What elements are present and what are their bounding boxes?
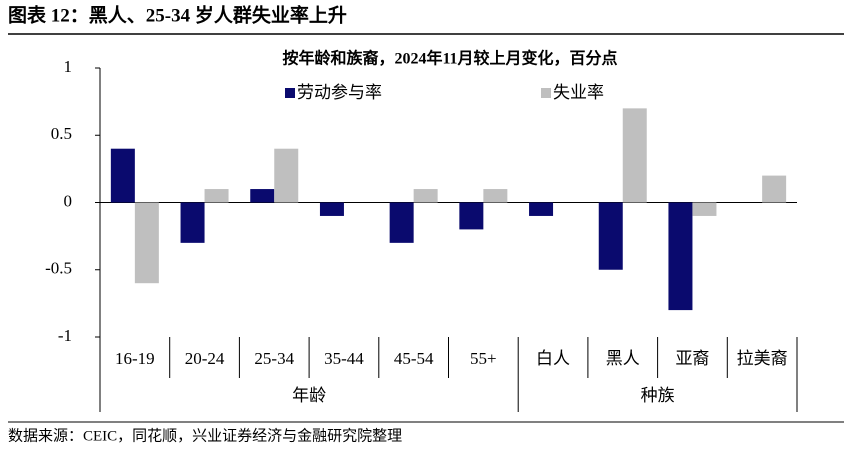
bar bbox=[319, 202, 344, 216]
x-tick-label: 拉美裔 bbox=[737, 349, 788, 368]
x-tick-label: 45-54 bbox=[394, 349, 434, 368]
bar bbox=[529, 202, 554, 216]
bar bbox=[180, 202, 205, 243]
y-tick-label: -1 bbox=[58, 326, 72, 345]
group-label: 种族 bbox=[641, 386, 675, 405]
group-label: 年龄 bbox=[292, 386, 326, 405]
x-tick-label: 20-24 bbox=[185, 349, 225, 368]
x-tick-label: 25-34 bbox=[254, 349, 294, 368]
y-tick-label: 0.5 bbox=[51, 124, 72, 143]
bar bbox=[762, 175, 787, 203]
y-tick-label: 1 bbox=[64, 57, 73, 76]
x-tick-label: 白人 bbox=[536, 349, 570, 368]
bar bbox=[622, 108, 647, 203]
bar bbox=[389, 202, 414, 243]
y-tick-label: 0 bbox=[64, 191, 73, 210]
x-tick-label: 35-44 bbox=[324, 349, 364, 368]
page-title: 图表 12：黑人、25-34 岁人群失业率上升 bbox=[8, 3, 347, 26]
bar bbox=[692, 202, 717, 216]
bar bbox=[274, 148, 299, 203]
legend-swatch bbox=[285, 88, 295, 98]
x-tick-label: 55+ bbox=[470, 349, 497, 368]
bar bbox=[483, 189, 508, 203]
legend-label: 失业率 bbox=[553, 83, 604, 102]
bar bbox=[134, 202, 159, 284]
bar bbox=[250, 189, 275, 203]
bar bbox=[668, 202, 693, 311]
x-tick-label: 亚裔 bbox=[675, 349, 709, 368]
source: 数据来源：CEIC，同花顺，兴业证券经济与金融研究院整理 bbox=[8, 426, 402, 444]
bar bbox=[204, 189, 229, 203]
bar bbox=[459, 202, 484, 230]
y-tick-label: -0.5 bbox=[45, 259, 72, 278]
chart-title: 按年龄和族裔，2024年11月较上月变化，百分点 bbox=[282, 49, 617, 68]
bar bbox=[598, 202, 623, 270]
x-tick-label: 16-19 bbox=[115, 349, 155, 368]
legend-label: 劳动参与率 bbox=[297, 83, 382, 102]
bar bbox=[413, 189, 438, 203]
bar bbox=[110, 148, 135, 203]
x-tick-label: 黑人 bbox=[606, 349, 640, 368]
legend-swatch bbox=[541, 88, 551, 98]
